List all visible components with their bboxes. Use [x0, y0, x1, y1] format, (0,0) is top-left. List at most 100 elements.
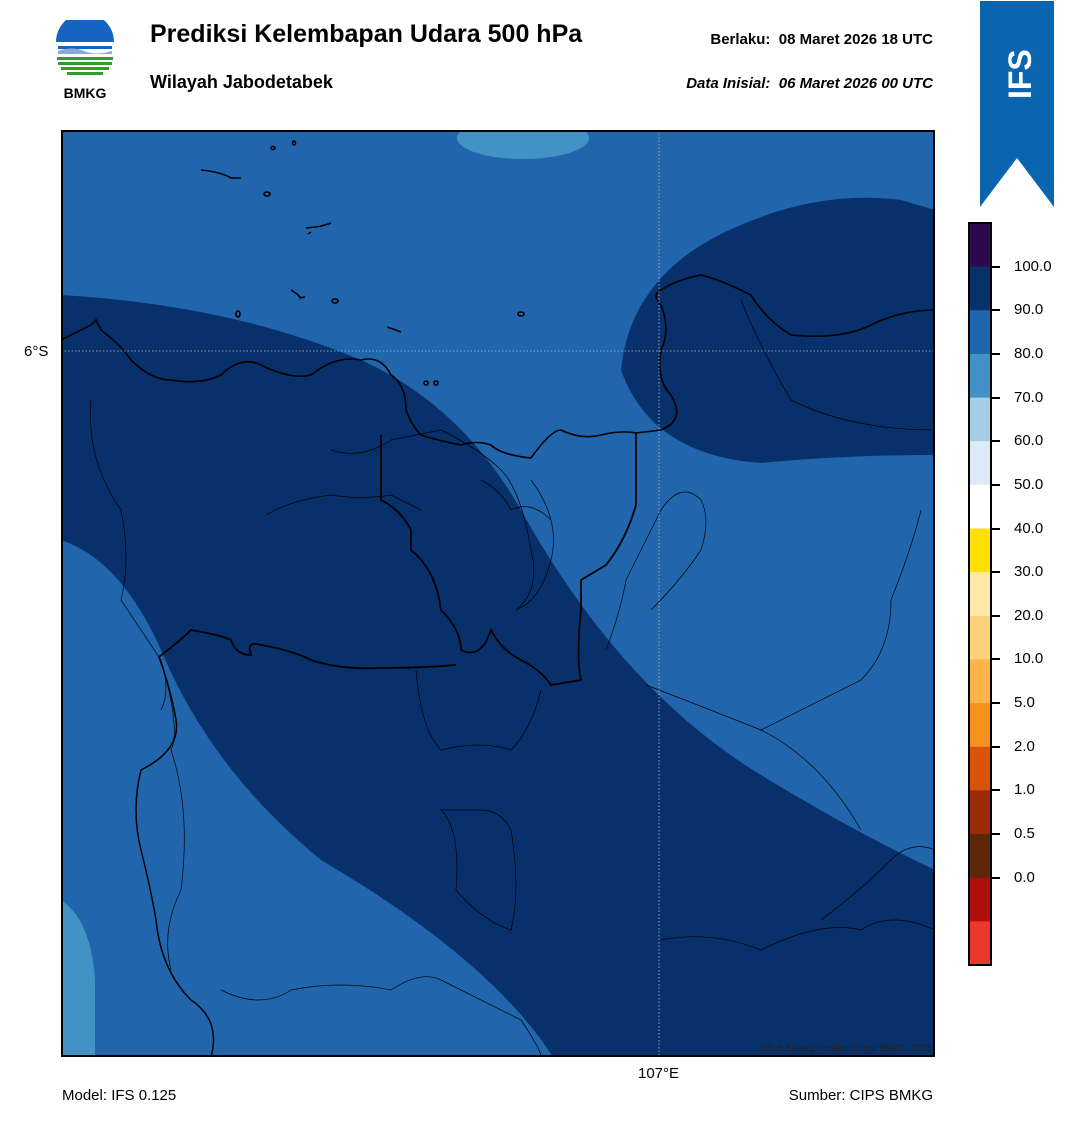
- humidity-70-80-patch: [61, 900, 95, 1057]
- colorbar-tick: [992, 527, 1000, 530]
- colorbar-tick-label: 90.0: [1014, 301, 1044, 319]
- boundary-line: [760, 509, 922, 731]
- lon-tick-label: 107°E: [638, 1065, 680, 1082]
- province-border: [577, 433, 637, 681]
- init-value: 06 Maret 2026 00 UTC: [778, 75, 933, 92]
- ifs-badge: IFS: [979, 0, 1055, 210]
- valid-time: Berlaku: 08 Maret 2026 18 UTC: [710, 31, 933, 48]
- humidity-map: [61, 130, 935, 1057]
- colorbar-tick: [992, 789, 1000, 792]
- island: [433, 380, 439, 386]
- island: [386, 326, 402, 333]
- map-credit: ©Sub Bidang Prediksi Cuaca BMKG, 2023: [760, 1043, 931, 1053]
- java-north-coastline: [61, 274, 935, 459]
- island: [200, 169, 241, 179]
- init-label: Data Inisial:: [686, 75, 771, 92]
- lat-tick-label: 6°S: [24, 343, 49, 360]
- boundary-line: [330, 429, 535, 611]
- colorbar-segment: [969, 397, 991, 442]
- province-border: [158, 629, 457, 670]
- colorbar-tick-label: 0.5: [1014, 825, 1035, 843]
- colorbar-segment: [969, 877, 991, 922]
- colorbar-segment: [969, 921, 991, 966]
- island: [305, 222, 332, 235]
- colorbar-tick: [992, 702, 1000, 705]
- colorbar: [968, 222, 992, 966]
- bmkg-logo: BMKG: [52, 13, 118, 102]
- colorbar-tick-label: 0.0: [1014, 868, 1035, 886]
- humidity-90-100-ne: [621, 197, 935, 463]
- source-label: Sumber: CIPS BMKG: [788, 1087, 933, 1104]
- colorbar-tick-label: 20.0: [1014, 606, 1044, 624]
- colorbar-tick: [992, 352, 1000, 355]
- colorbar-tick: [992, 658, 1000, 661]
- colorbar-tick-label: 5.0: [1014, 694, 1035, 712]
- boundary-line: [415, 669, 542, 751]
- boundary-line: [515, 479, 554, 611]
- island: [423, 380, 429, 386]
- colorbar-segment: [969, 223, 991, 268]
- colorbar-tick-label: 10.0: [1014, 650, 1044, 668]
- colorbar-segment: [969, 703, 991, 748]
- colorbar-segment: [969, 528, 991, 573]
- logo-text: BMKG: [64, 85, 107, 101]
- colorbar-tick: [992, 876, 1000, 879]
- humidity-70-80-patch: [457, 130, 589, 159]
- island: [290, 289, 306, 299]
- colorbar-tick-label: 70.0: [1014, 388, 1044, 406]
- colorbar-segment: [969, 834, 991, 879]
- colorbar-tick: [992, 571, 1000, 574]
- region-subtitle: Wilayah Jabodetabek: [150, 72, 333, 92]
- colorbar-tick-label: 40.0: [1014, 519, 1044, 537]
- boundary-line: [265, 494, 422, 516]
- island: [291, 140, 297, 146]
- colorbar-tick-label: 60.0: [1014, 432, 1044, 450]
- valid-label: Berlaku:: [710, 31, 771, 48]
- colorbar-segment: [969, 615, 991, 660]
- boundary-line: [740, 299, 935, 431]
- island: [235, 310, 241, 318]
- map-frame: [61, 130, 935, 1057]
- colorbar-segment: [969, 353, 991, 399]
- colorbar-tick-label: 30.0: [1014, 563, 1044, 581]
- boundary-line: [660, 919, 935, 951]
- boundary-line: [440, 809, 517, 931]
- colorbar-tick: [992, 440, 1000, 443]
- colorbar-segment: [969, 790, 991, 835]
- boundary-line: [605, 491, 707, 651]
- colorbar-segment: [969, 310, 991, 355]
- province-border: [380, 435, 582, 686]
- colorbar-tick: [992, 309, 1000, 312]
- colorbar-frame: [968, 222, 992, 966]
- page-title: Prediksi Kelembapan Udara 500 hPa: [150, 20, 583, 48]
- colorbar-segment: [969, 484, 991, 530]
- colorbar-segment: [969, 659, 991, 704]
- colorbar-tick-label: 80.0: [1014, 344, 1044, 362]
- colorbar-segment: [969, 572, 991, 617]
- initial-data-time: Data Inisial: 06 Maret 2026 00 UTC: [686, 75, 933, 92]
- colorbar-tick: [992, 833, 1000, 836]
- boundary-line: [90, 399, 167, 711]
- humidity-90-100-band: [61, 295, 935, 1057]
- model-label: Model: IFS 0.125: [62, 1087, 177, 1104]
- boundary-line: [220, 976, 542, 1057]
- colorbar-tick: [992, 396, 1000, 399]
- colorbar-tick-label: 2.0: [1014, 737, 1035, 755]
- island: [263, 191, 271, 197]
- boundary-line: [820, 846, 935, 921]
- colorbar-segment: [969, 441, 991, 486]
- colorbar-tick: [992, 614, 1000, 617]
- colorbar-tick: [992, 265, 1000, 268]
- badge-text: IFS: [1002, 49, 1038, 99]
- colorbar-tick-label: 100.0: [1014, 257, 1052, 275]
- colorbar-tick: [992, 745, 1000, 748]
- province-border: [135, 656, 215, 1057]
- island: [517, 311, 525, 317]
- colorbar-tick-label: 50.0: [1014, 475, 1044, 493]
- valid-value: 08 Maret 2026 18 UTC: [778, 31, 933, 48]
- island: [270, 145, 276, 151]
- colorbar-tick-label: 1.0: [1014, 781, 1035, 799]
- island: [331, 298, 339, 304]
- colorbar-segment: [969, 746, 991, 791]
- boundary-line: [160, 659, 185, 971]
